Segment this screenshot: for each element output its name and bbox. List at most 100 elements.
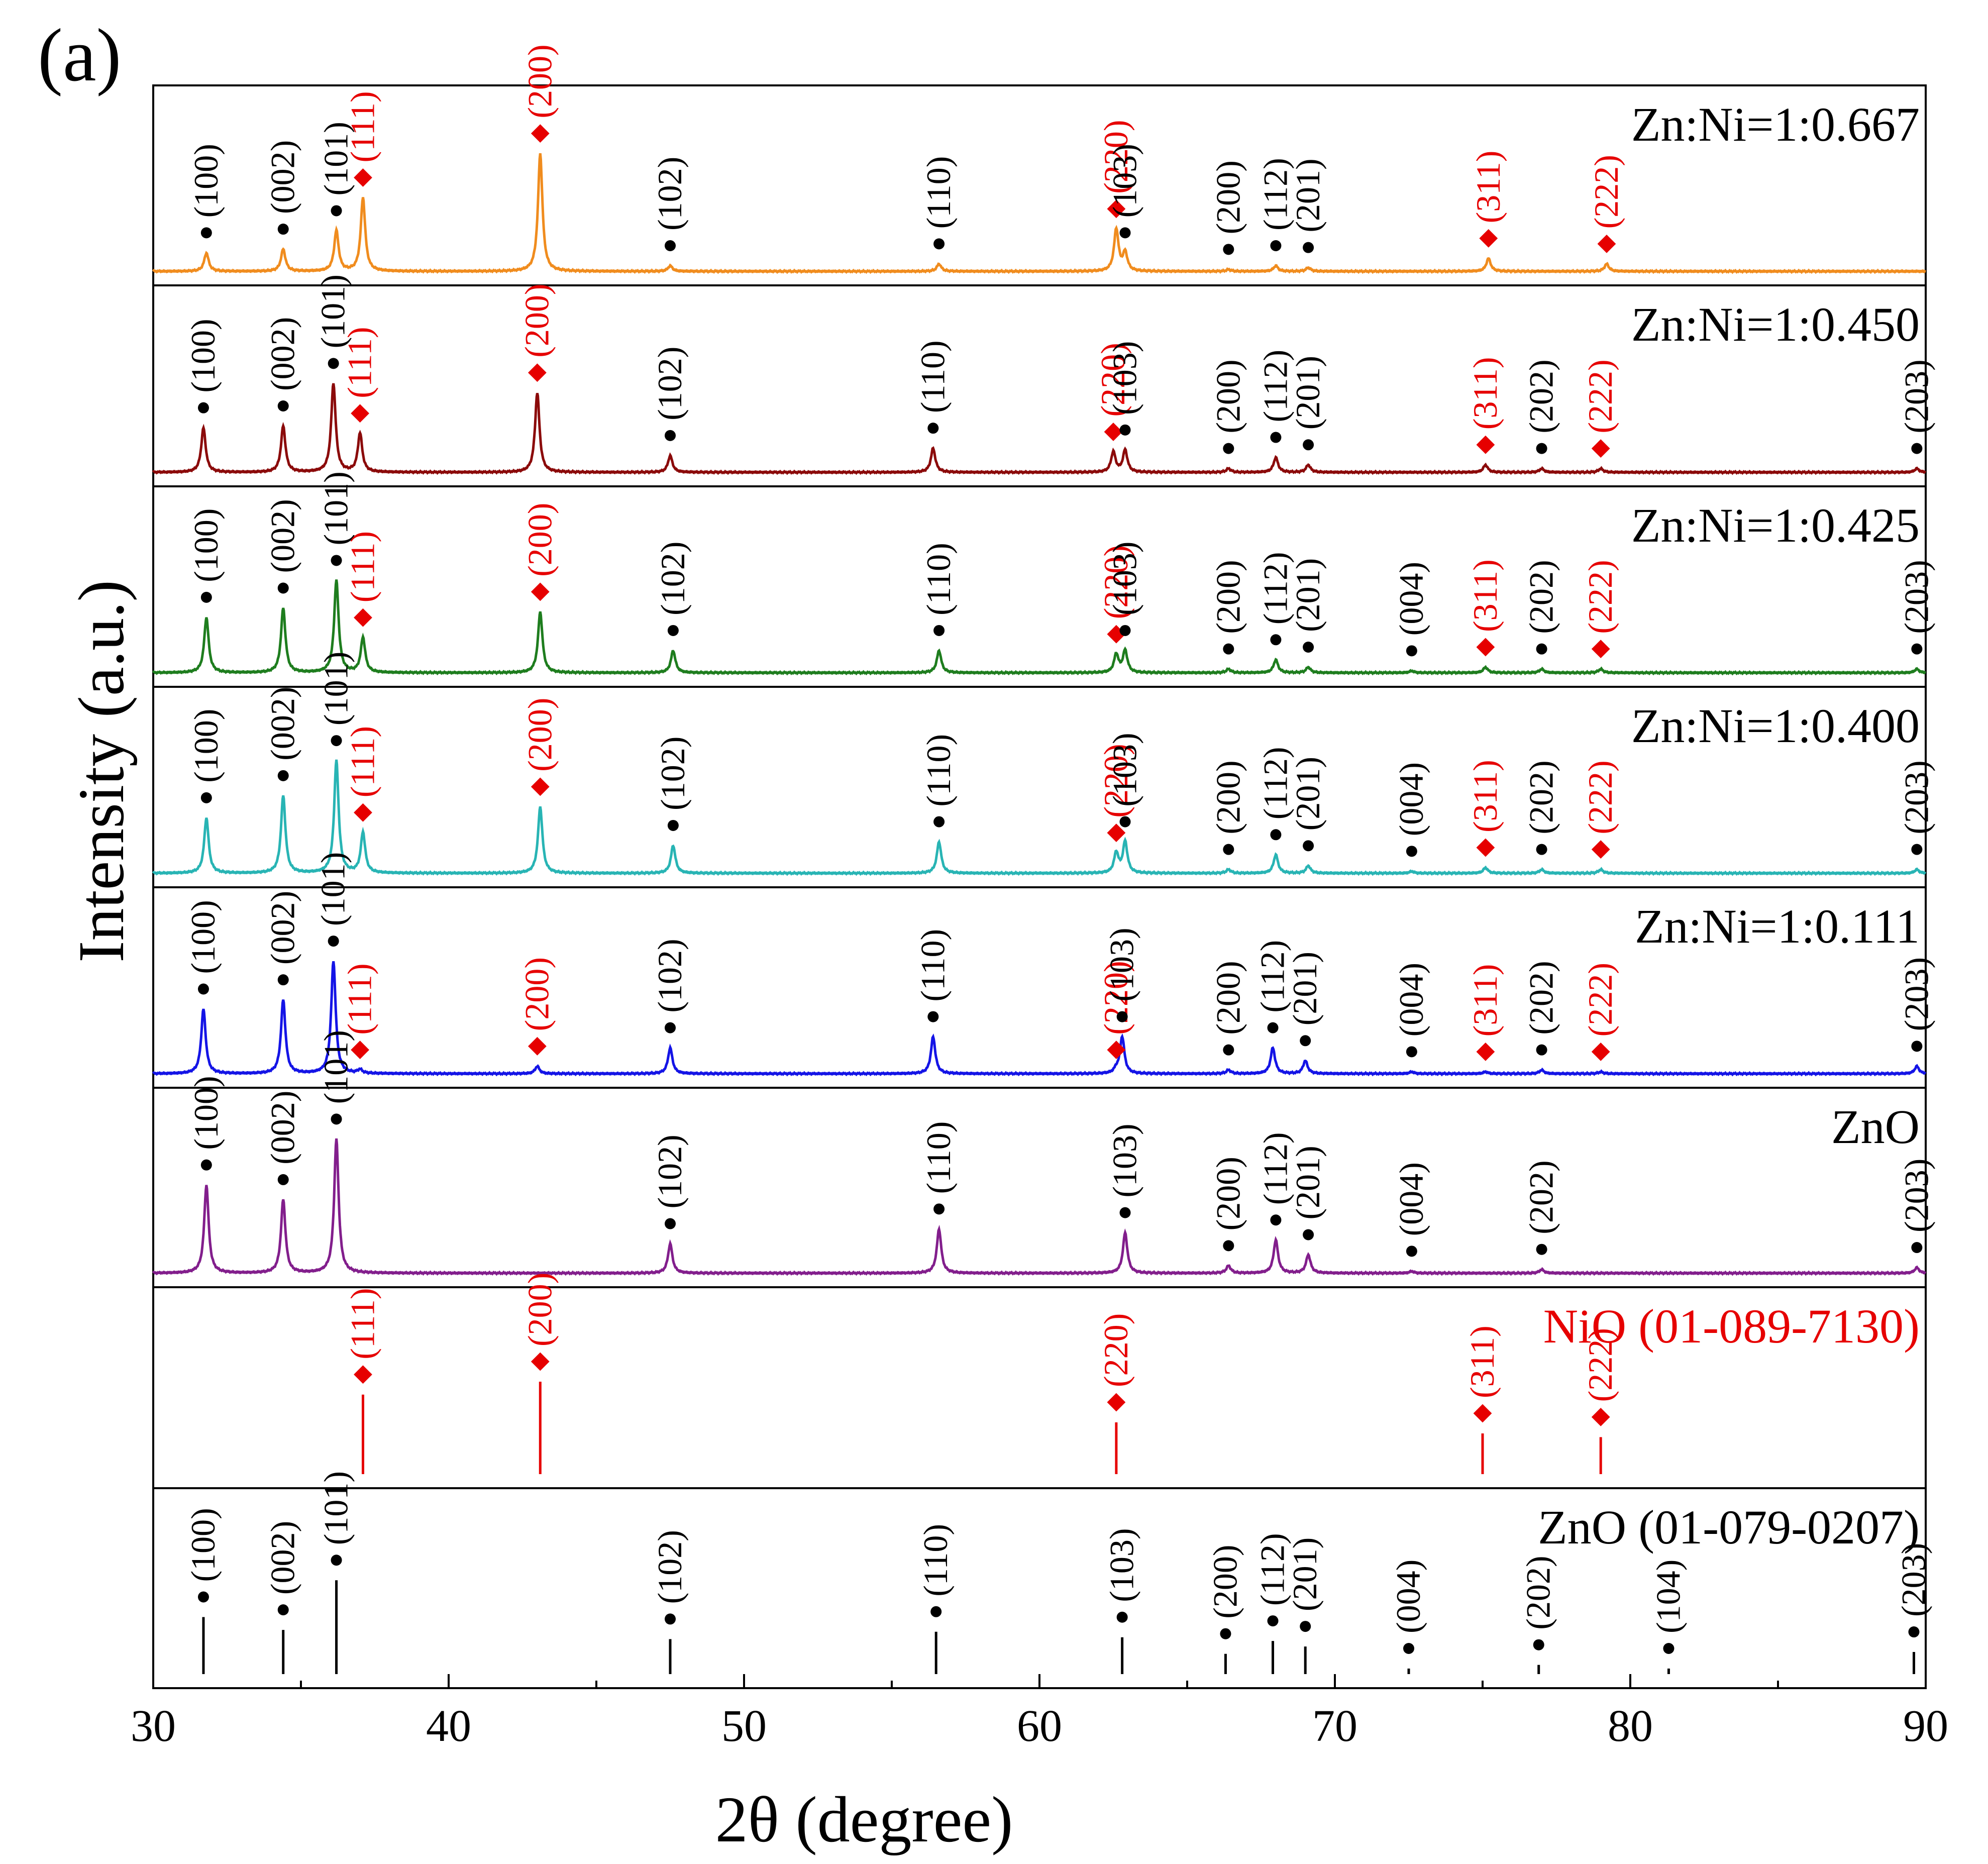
series-trace bbox=[152, 961, 1927, 1077]
zno-marker-dot bbox=[1270, 432, 1282, 443]
hkl-label: (311) bbox=[1466, 760, 1504, 833]
nio-marker-diamond bbox=[1591, 1042, 1610, 1061]
zno-marker-dot bbox=[277, 224, 289, 235]
hkl-label: (103) bbox=[1106, 733, 1144, 806]
nio-marker-diamond bbox=[1476, 435, 1495, 454]
hkl-label: (101) bbox=[317, 1030, 355, 1104]
nio-marker-diamond bbox=[1597, 234, 1616, 253]
zno-marker-dot bbox=[200, 1159, 212, 1171]
hkl-label: (110) bbox=[913, 340, 952, 413]
series-label: NiO (01-089-7130) bbox=[1543, 1299, 1920, 1353]
zno-marker-dot bbox=[1406, 846, 1417, 857]
panel-zno: ZnO (100) (002) (101) (102) (110) (103) (200) (1… bbox=[152, 1030, 1935, 1288]
series-label-card: (01-079-0207) bbox=[1638, 1500, 1920, 1554]
hkl-label: (200) bbox=[520, 698, 559, 772]
hkl-label: (311) bbox=[1466, 357, 1504, 430]
hkl-label: (004) bbox=[1392, 1162, 1430, 1236]
nio-marker-diamond bbox=[1591, 840, 1610, 859]
zno-marker-dot bbox=[328, 936, 339, 947]
zno-marker-dot bbox=[927, 423, 939, 434]
hkl-label: (111) bbox=[341, 327, 379, 398]
nio-marker-diamond bbox=[528, 1037, 547, 1056]
panels-group: Zn:Ni=1:0.667(100) (002) (101)(111)(200)(1… bbox=[152, 44, 1935, 1689]
series-trace bbox=[152, 383, 1926, 475]
nio-marker-diamond bbox=[1107, 823, 1126, 843]
nio-marker-diamond bbox=[1473, 1404, 1492, 1423]
hkl-label: (202) bbox=[1522, 1160, 1560, 1234]
zno-marker-dot bbox=[1533, 1639, 1544, 1650]
x-axis: 30 40 50 60 70 80 90 bbox=[131, 1674, 1948, 1751]
hkl-label: (203) bbox=[1897, 760, 1935, 834]
zno-marker-dot bbox=[1536, 1244, 1547, 1255]
hkl-label: (112) bbox=[1256, 747, 1294, 820]
hkl-label: (200) bbox=[520, 1273, 559, 1347]
hkl-label: (002) bbox=[264, 891, 302, 965]
hkl-label: (002) bbox=[264, 687, 302, 761]
zno-marker-dot bbox=[277, 974, 289, 986]
hkl-label: (110) bbox=[919, 1121, 958, 1194]
hkl-label: (102) bbox=[651, 1530, 689, 1604]
hkl-label: (200) bbox=[1209, 560, 1247, 634]
hkl-label: (102) bbox=[651, 347, 689, 421]
zno-marker-dot bbox=[1300, 1035, 1311, 1047]
zno-marker-dot bbox=[1663, 1643, 1675, 1654]
zno-marker-dot bbox=[1303, 242, 1314, 253]
nio-marker-diamond bbox=[1591, 439, 1610, 458]
hkl-label: (201) bbox=[1289, 558, 1327, 632]
hkl-label: (220) bbox=[1097, 961, 1135, 1034]
hkl-label: (102) bbox=[654, 737, 692, 810]
hkl-label: (112) bbox=[1256, 158, 1294, 231]
zno-marker-dot bbox=[665, 1022, 676, 1033]
series-label-main: NiO bbox=[1543, 1299, 1638, 1353]
zno-marker-dot bbox=[331, 1113, 342, 1125]
zno-marker-dot bbox=[1223, 643, 1234, 655]
panel-frame bbox=[152, 1087, 1927, 1288]
panel-zn-ni-1-0-400: Zn:Ni=1:0.400(100) (002) (101)(111) (200)(1… bbox=[152, 652, 1935, 888]
hkl-label: (203) bbox=[1897, 1159, 1935, 1232]
hkl-label: (002) bbox=[264, 499, 302, 573]
hkl-label: (203) bbox=[1897, 560, 1935, 634]
hkl-label: (111) bbox=[343, 531, 381, 602]
zno-marker-dot bbox=[1536, 443, 1547, 454]
nio-marker-diamond bbox=[531, 1352, 550, 1371]
hkl-label: (200) bbox=[517, 957, 556, 1031]
hkl-label: (200) bbox=[520, 44, 559, 118]
zno-marker-dot bbox=[277, 400, 289, 411]
panel-label: (a) bbox=[38, 14, 121, 97]
zno-marker-dot bbox=[1270, 1214, 1282, 1226]
zno-marker-dot bbox=[665, 1613, 676, 1625]
hkl-label: (220) bbox=[1097, 1313, 1135, 1387]
zno-marker-dot bbox=[277, 1604, 289, 1616]
x-tick-label: 90 bbox=[1903, 1701, 1948, 1751]
zno-marker-dot bbox=[933, 1203, 945, 1215]
panel-zn-ni-1-0-667: Zn:Ni=1:0.667(100) (002) (101)(111)(200)(1… bbox=[152, 44, 1927, 286]
hkl-label: (111) bbox=[341, 963, 379, 1034]
hkl-label: (103) bbox=[1103, 1528, 1141, 1602]
series-trace bbox=[152, 153, 1926, 274]
x-tick-label: 40 bbox=[426, 1701, 471, 1751]
hkl-label: (200) bbox=[1209, 1157, 1247, 1230]
zno-marker-dot bbox=[200, 227, 212, 239]
nio-marker-diamond bbox=[531, 777, 550, 796]
hkl-label: (110) bbox=[913, 929, 952, 1002]
hkl-label: (104) bbox=[1649, 1560, 1687, 1633]
hkl-label: (112) bbox=[1253, 940, 1292, 1013]
hkl-label: (222) bbox=[1581, 359, 1619, 433]
hkl-label: (100) bbox=[184, 1508, 222, 1582]
hkl-label: (201) bbox=[1289, 1146, 1327, 1219]
zno-marker-dot bbox=[1403, 1643, 1414, 1654]
x-tick-label: 50 bbox=[721, 1701, 767, 1751]
hkl-label: (100) bbox=[187, 1076, 225, 1150]
nio-marker-diamond bbox=[1107, 1041, 1126, 1060]
zno-marker-dot bbox=[1303, 641, 1314, 653]
hkl-label: (202) bbox=[1522, 961, 1560, 1034]
zno-marker-dot bbox=[1911, 844, 1923, 855]
zno-marker-dot bbox=[331, 735, 342, 747]
hkl-label: (203) bbox=[1897, 957, 1935, 1031]
zno-marker-dot bbox=[1119, 816, 1131, 827]
zno-marker-dot bbox=[667, 819, 679, 831]
zno-marker-dot bbox=[1116, 1011, 1128, 1022]
zno-marker-dot bbox=[277, 582, 289, 594]
hkl-label: (311) bbox=[1469, 151, 1507, 224]
hkl-label: (101) bbox=[317, 122, 355, 195]
